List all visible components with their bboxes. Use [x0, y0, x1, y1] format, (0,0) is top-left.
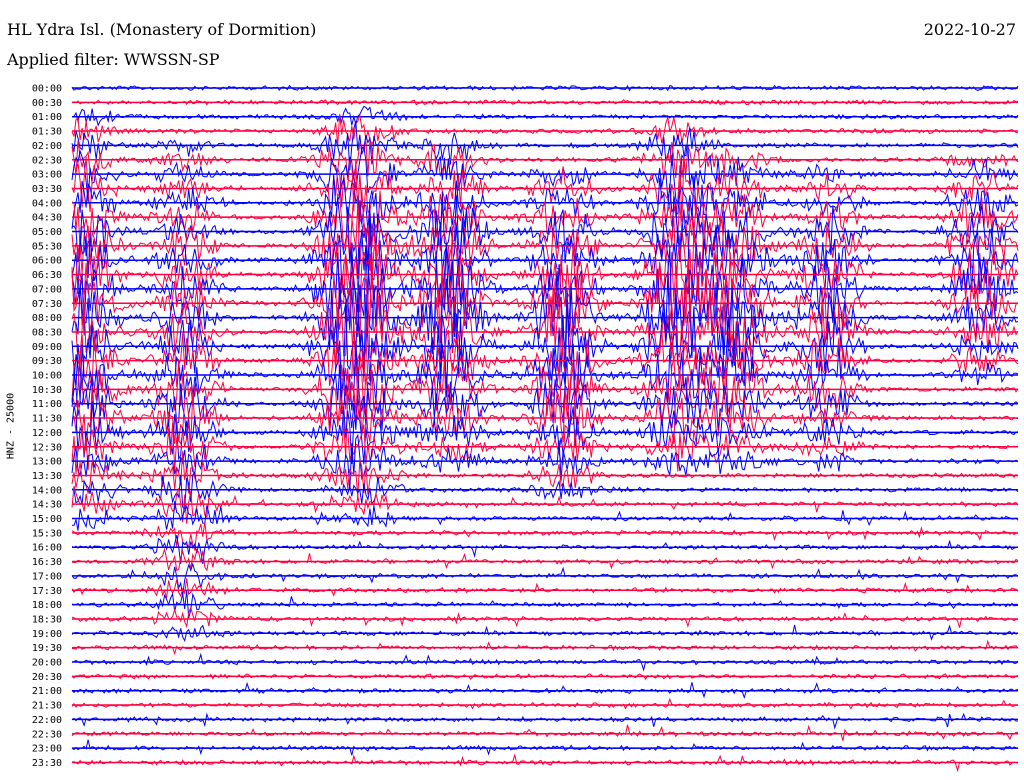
time-tick-label: 13:30: [32, 471, 62, 482]
time-tick-label: 22:30: [32, 729, 62, 740]
time-tick-label: 20:30: [32, 672, 62, 683]
time-tick-label: 16:30: [32, 557, 62, 568]
time-tick-label: 17:30: [32, 586, 62, 597]
trace-line-1230: [71, 422, 1019, 474]
time-tick-label: 02:00: [32, 141, 62, 152]
time-tick-label: 23:00: [32, 744, 62, 755]
time-tick-label: 23:30: [32, 758, 62, 769]
time-tick-label: 11:30: [32, 414, 62, 425]
time-tick-label: 21:00: [32, 686, 62, 697]
time-tick-label: 15:30: [32, 528, 62, 539]
trace-line-1300: [71, 433, 1019, 490]
trace-line-1500: [71, 500, 1019, 531]
trace-line-1630: [71, 547, 1019, 572]
trace-line-0700: [71, 242, 1019, 339]
trace-line-0000: [71, 84, 1019, 92]
time-tick-label: 15:00: [32, 514, 62, 525]
time-tick-label: 19:30: [32, 643, 62, 654]
time-tick-label: 09:30: [32, 356, 62, 367]
date-label: 2022-10-27: [923, 20, 1016, 39]
trace-line-2130: [71, 697, 1019, 710]
time-tick-label: 16:00: [32, 543, 62, 554]
trace-line-1530: [71, 521, 1019, 551]
tick-labels: 00:00 00:30 01:00 01:30 02:00 02:30 03:00 03:30…: [32, 84, 62, 769]
filter-label: Applied filter: WWSSN-SP: [7, 50, 220, 69]
trace-line-0730: [71, 245, 1019, 357]
time-tick-label: 07:00: [32, 284, 62, 295]
trace-line-1730: [71, 578, 1019, 599]
time-tick-label: 21:30: [32, 701, 62, 712]
time-tick-label: 05:30: [32, 241, 62, 252]
time-tick-label: 17:00: [32, 571, 62, 582]
trace-line-1800: [71, 589, 1019, 619]
time-tick-label: 03:00: [32, 170, 62, 181]
time-tick-label: 13:00: [32, 457, 62, 468]
time-tick-label: 03:30: [32, 184, 62, 195]
time-tick-label: 09:00: [32, 342, 62, 353]
time-tick-label: 08:30: [32, 327, 62, 338]
time-tick-label: 06:00: [32, 256, 62, 267]
time-tick-label: 00:00: [32, 84, 62, 95]
time-tick-label: 18:00: [32, 600, 62, 611]
trace-line-2230: [71, 724, 1019, 741]
time-tick-label: 18:30: [32, 614, 62, 625]
time-tick-label: 01:30: [32, 127, 62, 138]
trace-line-2200: [71, 712, 1018, 730]
time-tick-label: 01:00: [32, 112, 62, 123]
time-tick-label: 06:30: [32, 270, 62, 281]
time-tick-label: 14:00: [32, 485, 62, 496]
time-tick-label: 04:30: [32, 213, 62, 224]
time-tick-label: 14:30: [32, 500, 62, 511]
time-tick-label: 00:30: [32, 98, 62, 109]
time-tick-label: 22:00: [32, 715, 62, 726]
time-tick-label: 10:30: [32, 385, 62, 396]
time-tick-label: 19:00: [32, 629, 62, 640]
time-tick-label: 02:30: [32, 155, 62, 166]
trace-line-0330: [71, 156, 1019, 222]
time-tick-label: 12:00: [32, 428, 62, 439]
trace-line-1100: [71, 364, 1019, 439]
time-tick-label: 11:00: [32, 399, 62, 410]
trace-line-2100: [71, 681, 1019, 699]
trace-line-0100: [71, 105, 1019, 127]
time-tick-label: 04:00: [32, 198, 62, 209]
time-tick-label: 07:30: [32, 299, 62, 310]
time-tick-label: 20:00: [32, 658, 62, 669]
trace-group: [71, 84, 1019, 773]
time-tick-label: 08:00: [32, 313, 62, 324]
chart-title: HL Ydra Isl. (Monastery of Dormition): [7, 20, 317, 39]
time-tick-label: 05:00: [32, 227, 62, 238]
trace-line-0130: [71, 113, 1019, 146]
trace-line-1000: [71, 338, 1019, 417]
trace-line-0530: [71, 201, 1019, 286]
trace-line-1430: [71, 485, 1019, 524]
time-tick-label: 10:00: [32, 371, 62, 382]
trace-line-1830: [71, 605, 1019, 629]
time-tick-label: 12:30: [32, 442, 62, 453]
